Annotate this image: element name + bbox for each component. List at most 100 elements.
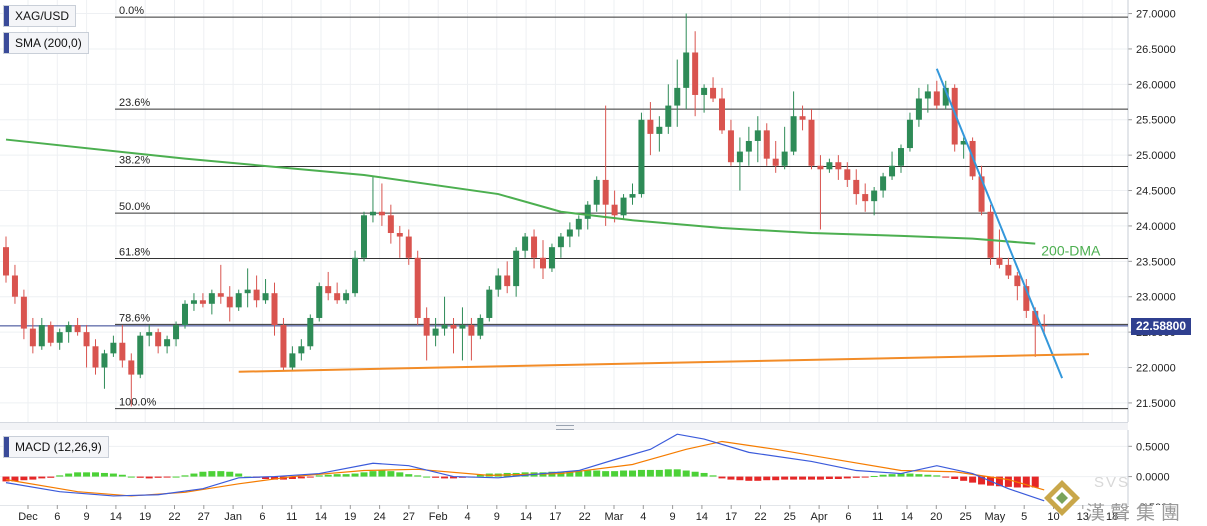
- x-tick-label: 4: [640, 511, 646, 523]
- y-tick-label: 23.0000: [1136, 292, 1176, 304]
- x-tick-label: 17: [549, 511, 561, 523]
- candle-up: [745, 140, 752, 152]
- y-tick-label: 27.0000: [1136, 9, 1176, 21]
- candle-down: [253, 289, 260, 301]
- candle-down: [74, 325, 81, 333]
- candle-down: [692, 52, 699, 95]
- x-tick-label: 13: [1077, 511, 1089, 523]
- symbol-label: XAG/USD: [15, 9, 70, 23]
- candle-up: [522, 236, 529, 251]
- x-tick-label: 10: [1047, 511, 1059, 523]
- symbol-legend[interactable]: XAG/USD: [3, 5, 77, 27]
- macd-histogram-bar-negative: [727, 476, 735, 480]
- macd-histogram-bar-negative: [763, 476, 771, 481]
- fibonacci-level-label: 61.8%: [119, 246, 150, 258]
- x-tick-label: 24: [373, 511, 385, 523]
- candle-down: [226, 296, 233, 308]
- x-tick-label: 22: [754, 511, 766, 523]
- candle-up: [898, 148, 904, 166]
- x-tick-label: 25: [959, 511, 971, 523]
- grip-icon[interactable]: [556, 425, 574, 430]
- macd-histogram-bar-positive: [682, 470, 690, 477]
- legend-color-swatch: [4, 33, 9, 53]
- y-tick-label: 21.5000: [1136, 398, 1176, 410]
- candle-down: [987, 211, 994, 258]
- macd-histogram-bar-negative: [306, 476, 314, 478]
- macd-histogram-bar-negative: [145, 476, 153, 479]
- support-trendline: [238, 353, 1089, 373]
- candle-up: [146, 332, 153, 336]
- candle-down: [271, 293, 278, 326]
- y-tick-label: 22.0000: [1136, 363, 1176, 375]
- candle-up: [942, 87, 949, 106]
- candle-up: [343, 293, 350, 301]
- macd-histogram-bar-negative: [808, 476, 815, 480]
- candle-up: [244, 289, 251, 294]
- macd-histogram-bar-positive: [387, 471, 395, 477]
- plot-background: [0, 0, 1128, 422]
- macd-histogram-bar-negative: [790, 476, 798, 480]
- candle-down: [1005, 264, 1012, 276]
- macd-tick-label: -0.5000: [1136, 502, 1173, 505]
- macd-histogram-bar-positive: [423, 476, 431, 478]
- macd-histogram-bar-positive: [56, 475, 64, 477]
- macd-histogram-bar-positive: [691, 471, 699, 477]
- candle-up: [575, 218, 582, 230]
- y-tick-label: 24.5000: [1136, 186, 1176, 198]
- candle-down: [772, 158, 779, 166]
- macd-histogram-bar-positive: [378, 470, 386, 477]
- macd-histogram-bar-negative: [745, 476, 753, 481]
- macd-legend[interactable]: MACD (12,26,9): [3, 436, 109, 458]
- candle-up: [683, 52, 690, 88]
- candle-down: [334, 293, 341, 301]
- sma-legend[interactable]: SMA (200,0): [3, 32, 89, 54]
- candle-down: [11, 275, 18, 297]
- macd-background: [0, 430, 1128, 505]
- macd-histogram-bar-positive: [557, 471, 565, 477]
- candle-down: [155, 332, 162, 347]
- x-tick-label: 6: [845, 511, 851, 523]
- sma-200-annotation: 200-DMA: [1041, 243, 1101, 259]
- candle-up: [629, 194, 636, 198]
- macd-histogram-bar-positive: [673, 469, 681, 477]
- macd-chart[interactable]: 0.5000 0.0000 -0.5000: [0, 430, 1207, 505]
- candle-down: [602, 179, 609, 205]
- candle-down: [719, 98, 725, 131]
- time-axis[interactable]: Dec 6 9 14 19 22 27 Jan 6 11 14 19 24 27 Feb 4 9 14 17 22 Ma…: [0, 505, 1207, 526]
- candle-up: [65, 325, 72, 333]
- candle-up: [513, 250, 520, 287]
- fibonacci-level-label: 0.0%: [119, 5, 144, 17]
- candle-down: [996, 257, 1003, 265]
- macd-histogram-bar-negative: [834, 476, 842, 479]
- x-tick-label: Apr: [811, 511, 828, 523]
- x-tick-label: 6: [54, 511, 60, 523]
- candle-down: [853, 179, 860, 195]
- candle-up: [289, 353, 296, 368]
- candle-down: [47, 325, 54, 343]
- macd-histogram-bar-positive: [208, 471, 216, 477]
- macd-histogram-bar-positive: [396, 472, 404, 477]
- x-tick-label: 4: [464, 511, 470, 523]
- candle-down: [710, 87, 717, 99]
- candle-down: [531, 236, 538, 258]
- macd-histogram-bar-negative: [942, 476, 950, 478]
- macd-histogram-bar-negative: [951, 476, 959, 479]
- macd-histogram-bar-negative: [852, 476, 860, 478]
- fibonacci-level-label: 78.6%: [119, 312, 150, 324]
- macd-histogram-bar-positive: [65, 473, 73, 477]
- candle-up: [566, 229, 573, 237]
- candle-up: [101, 353, 108, 368]
- x-tick-label: 25: [784, 511, 796, 523]
- candle-up: [638, 119, 645, 195]
- candle-down: [727, 130, 734, 163]
- macd-histogram-bar-positive: [118, 474, 126, 477]
- candle-down: [1023, 286, 1030, 311]
- candle-up: [790, 116, 797, 152]
- candle-down: [396, 233, 403, 237]
- x-tick-label: 22: [168, 511, 180, 523]
- macd-histogram-bar-positive: [584, 470, 592, 477]
- macd-histogram-bar-positive: [664, 469, 672, 477]
- price-chart[interactable]: 27.0000 26.5000 26.0000 25.5000 25.0000 24.50…: [0, 0, 1207, 422]
- macd-histogram-bar-negative: [441, 476, 449, 479]
- candle-down: [280, 325, 287, 368]
